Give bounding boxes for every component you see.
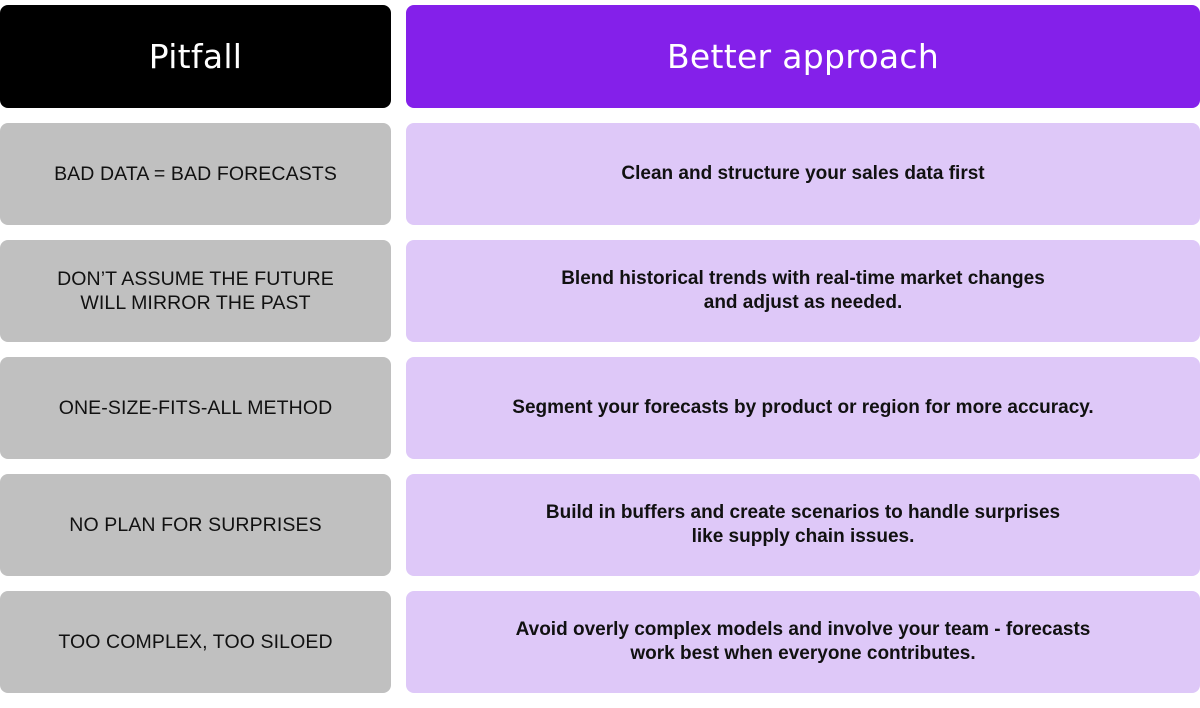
pitfall-cell: BAD DATA = BAD FORECASTS: [0, 123, 391, 225]
pitfall-cell: DON’T ASSUME THE FUTURE WILL MIRROR THE …: [0, 240, 391, 342]
comparison-table: Pitfall Better approach BAD DATA = BAD F…: [0, 5, 1200, 708]
approach-text: Segment your forecasts by product or reg…: [512, 397, 1094, 418]
pitfall-text: ONE-SIZE-FITS-ALL METHOD: [58, 397, 333, 419]
pitfall-header: Pitfall: [0, 5, 391, 108]
approach-text: Build in buffers and create scenarios to…: [545, 502, 1061, 547]
pitfall-text: BAD DATA = BAD FORECASTS: [54, 163, 337, 185]
approach-text: Clean and structure your sales data firs…: [621, 163, 985, 184]
table-row: ONE-SIZE-FITS-ALL METHOD Segment your fo…: [0, 357, 1200, 459]
pitfall-text: TOO COMPLEX, TOO SILOED: [58, 631, 333, 653]
table-row: BAD DATA = BAD FORECASTS Clean and struc…: [0, 123, 1200, 225]
pitfall-header-label: Pitfall: [148, 37, 243, 76]
table-row: DON’T ASSUME THE FUTURE WILL MIRROR THE …: [0, 240, 1200, 342]
approach-text: Blend historical trends with real-time m…: [561, 268, 1045, 313]
approach-cell: Avoid overly complex models and involve …: [406, 591, 1200, 693]
approach-header-label: Better approach: [666, 37, 940, 76]
pitfall-cell: TOO COMPLEX, TOO SILOED: [0, 591, 391, 693]
approach-text: Avoid overly complex models and involve …: [515, 619, 1091, 664]
pitfall-text: NO PLAN FOR SURPRISES: [69, 514, 322, 536]
table-header-row: Pitfall Better approach: [0, 5, 1200, 108]
pitfall-text: DON’T ASSUME THE FUTURE WILL MIRROR THE …: [57, 268, 334, 314]
table-row: NO PLAN FOR SURPRISES Build in buffers a…: [0, 474, 1200, 576]
approach-cell: Segment your forecasts by product or reg…: [406, 357, 1200, 459]
approach-cell: Build in buffers and create scenarios to…: [406, 474, 1200, 576]
pitfall-cell: ONE-SIZE-FITS-ALL METHOD: [0, 357, 391, 459]
approach-cell: Clean and structure your sales data firs…: [406, 123, 1200, 225]
table-row: TOO COMPLEX, TOO SILOED Avoid overly com…: [0, 591, 1200, 693]
approach-header: Better approach: [406, 5, 1200, 108]
pitfall-cell: NO PLAN FOR SURPRISES: [0, 474, 391, 576]
approach-cell: Blend historical trends with real-time m…: [406, 240, 1200, 342]
